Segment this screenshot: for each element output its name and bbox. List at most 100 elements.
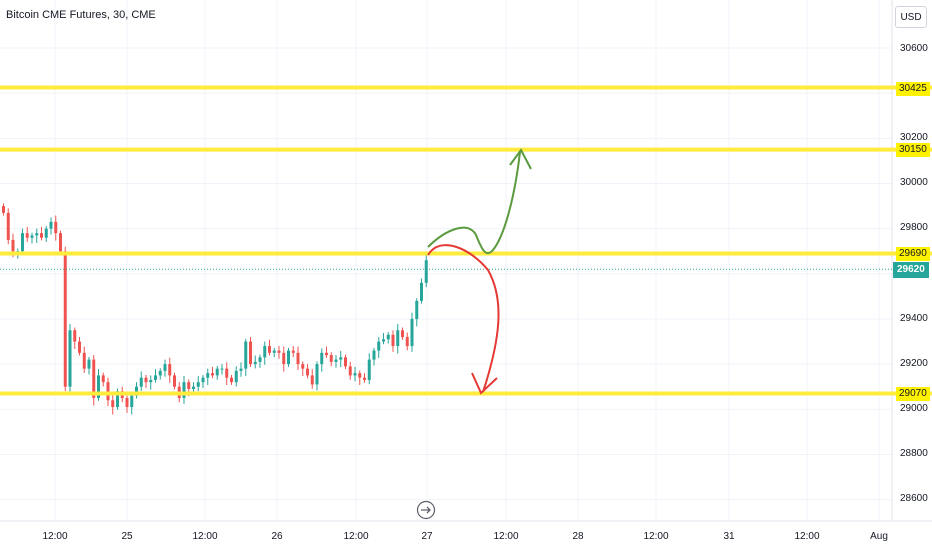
candle-body xyxy=(301,364,305,369)
candle-body xyxy=(405,337,409,347)
level-label: 29070 xyxy=(896,387,930,401)
candle-body xyxy=(73,330,77,342)
chart-title: Bitcoin CME Futures, 30, CME xyxy=(6,9,156,21)
candle-body xyxy=(291,350,295,353)
candlestick-series xyxy=(2,203,428,415)
candle-body xyxy=(6,212,10,240)
candle-body xyxy=(420,282,423,301)
candle-body xyxy=(35,233,39,236)
circle-arrow-right-icon[interactable] xyxy=(416,500,436,520)
candle-body xyxy=(82,352,86,369)
candle-body xyxy=(135,386,138,396)
y-tick: 30600 xyxy=(900,43,928,54)
level-label: 30425 xyxy=(896,82,930,96)
candle-body xyxy=(353,373,357,376)
candle-body xyxy=(220,368,224,370)
candle-body xyxy=(40,233,43,238)
candle-body xyxy=(116,391,119,408)
candle-body xyxy=(415,300,419,319)
candle-body xyxy=(391,334,395,347)
candle-body xyxy=(234,370,238,383)
green-projection-arrow xyxy=(427,151,521,255)
candle-body xyxy=(206,373,210,378)
candle-body xyxy=(168,364,172,376)
candle-body xyxy=(225,368,229,378)
candle-body xyxy=(287,350,290,365)
y-tick: 29800 xyxy=(900,222,928,233)
candle-body xyxy=(111,400,115,408)
y-tick: 30200 xyxy=(900,132,928,143)
candle-body xyxy=(49,221,53,229)
horizontal-levels xyxy=(0,85,932,396)
x-tick: 12:00 xyxy=(493,531,519,542)
candle-body xyxy=(196,382,200,387)
candle-body xyxy=(401,330,404,338)
candle-body xyxy=(239,368,243,371)
candle-body xyxy=(344,357,347,367)
candle-body xyxy=(263,346,267,358)
candle-body xyxy=(249,341,252,365)
x-tick: 26 xyxy=(271,531,283,542)
candle-body xyxy=(396,330,400,347)
candle-body xyxy=(377,341,381,351)
candle-body xyxy=(372,350,376,360)
candle-body xyxy=(11,239,15,252)
y-tick: 30000 xyxy=(900,177,928,188)
candle-body xyxy=(230,377,233,383)
x-tick: 28 xyxy=(572,531,584,542)
candle-body xyxy=(339,357,343,360)
red-projection-arrow xyxy=(427,244,500,393)
candle-body xyxy=(30,235,34,238)
candle-body xyxy=(101,375,105,383)
candle-body xyxy=(54,221,58,234)
y-tick: 29200 xyxy=(900,358,928,369)
level-label: 30150 xyxy=(896,143,930,157)
candle-body xyxy=(97,375,100,398)
candle-body xyxy=(358,373,362,378)
candle-body xyxy=(78,341,81,353)
candle-body xyxy=(329,355,333,362)
y-tick: 29400 xyxy=(900,313,928,324)
candle-body xyxy=(63,251,67,387)
candle-body xyxy=(334,359,338,362)
candle-body xyxy=(282,352,286,365)
candle-body xyxy=(348,366,352,376)
candle-body xyxy=(187,382,191,389)
x-tick: 12:00 xyxy=(42,531,68,542)
candle-body xyxy=(149,379,153,383)
candle-body xyxy=(386,334,390,340)
x-tick: 12:00 xyxy=(643,531,669,542)
y-tick: 28600 xyxy=(900,493,928,504)
candle-body xyxy=(192,386,195,389)
candle-body xyxy=(424,260,428,283)
candle-body xyxy=(130,395,134,408)
candle-body xyxy=(21,233,24,252)
candle-body xyxy=(310,375,314,385)
candle-body xyxy=(325,352,328,356)
candle-body xyxy=(272,350,276,353)
candle-body xyxy=(68,330,72,387)
y-tick: 29000 xyxy=(900,403,928,414)
candle-body xyxy=(363,377,366,380)
candle-body xyxy=(44,228,48,238)
currency-button[interactable]: USD xyxy=(895,6,927,28)
candle-body xyxy=(382,339,385,342)
candle-body xyxy=(125,397,129,408)
candle-body xyxy=(106,382,110,401)
x-tick: 31 xyxy=(723,531,735,542)
x-tick: 12:00 xyxy=(343,531,369,542)
candle-body xyxy=(158,370,162,376)
candle-body xyxy=(320,352,324,365)
candle-body xyxy=(173,375,176,387)
candle-body xyxy=(253,361,257,365)
candle-body xyxy=(163,364,167,371)
candle-body xyxy=(306,368,309,376)
y-tick: 28800 xyxy=(900,448,928,459)
green-arrow-head xyxy=(509,148,532,170)
candle-body xyxy=(182,382,186,398)
x-tick: 12:00 xyxy=(794,531,820,542)
candle-body xyxy=(154,375,157,380)
candle-body xyxy=(139,377,143,387)
candle-body xyxy=(296,352,300,365)
